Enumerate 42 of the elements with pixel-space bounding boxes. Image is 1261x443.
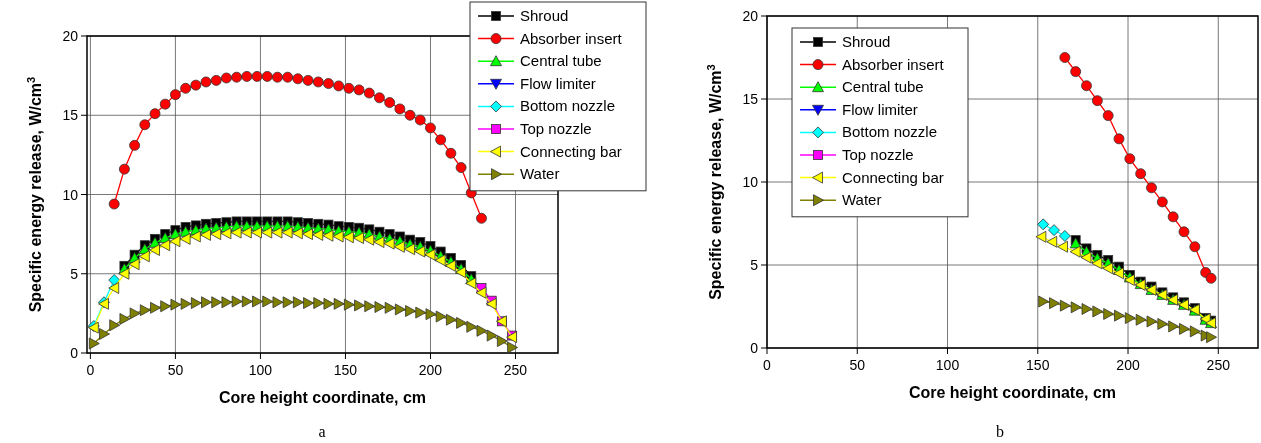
y-tick-label: 15 [62,107,79,124]
y-tick-label: 5 [750,257,759,273]
x-axis-title: Core height coordinate, cm [218,389,427,406]
x-tick-label: 100 [935,357,960,373]
x-tick-label: 250 [1206,357,1231,373]
x-tick-label: 250 [503,362,528,378]
x-tick-label: 100 [248,362,273,378]
x-tick-label: 200 [1116,357,1140,373]
x-tick-label: 200 [418,362,443,378]
legend-label: Shroud [520,7,569,24]
legend-label: Connecting bar [520,142,622,160]
legend-label: Absorber insert [842,55,945,73]
y-tick-label: 0 [70,345,79,361]
y-tick-label: 15 [742,91,759,107]
y-tick-label: 20 [742,8,759,24]
x-tick-label: 150 [1026,357,1050,373]
y-tick-label: 0 [750,340,759,356]
x-tick-label: 50 [849,357,866,373]
y-tick-label: 10 [742,174,759,190]
legend-label: Central tube [842,78,924,96]
legend-label: Bottom nozzle [520,97,616,115]
x-tick-label: 0 [763,357,772,373]
text: a [318,423,326,440]
legend-label: Absorber insert [520,29,623,47]
x-tick-label: 150 [333,362,358,378]
text: b [996,423,1004,440]
x-tick-label: 0 [86,362,95,378]
y-tick-label: 10 [62,186,79,203]
legend-label: Shroud [842,33,891,50]
x-axis-title: Core height coordinate, cm [908,384,1117,401]
legend-label: Water [520,165,560,183]
y-tick-label: 5 [70,265,79,282]
legend-label: Top nozzle [520,120,592,137]
y-tick-label: 20 [62,28,79,44]
legend-label: Flow limiter [842,100,918,118]
legend-label: Top nozzle [842,146,914,163]
legend-label: Central tube [520,52,602,70]
legend-label: Water [842,191,882,209]
legend-label: Connecting bar [842,168,944,186]
x-tick-label: 50 [167,362,184,378]
legend-label: Flow limiter [520,74,596,92]
legend-label: Bottom nozzle [842,123,938,141]
